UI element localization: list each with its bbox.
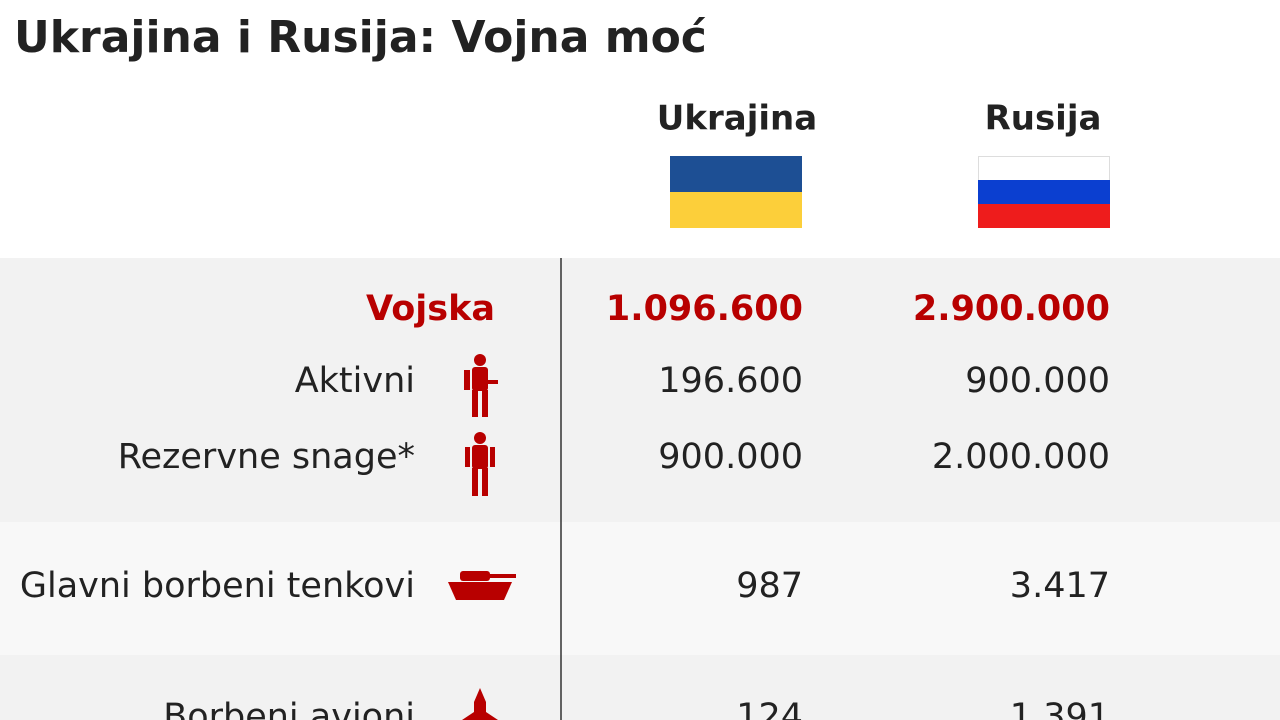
row-value: 987: [736, 566, 803, 606]
band: [0, 655, 1280, 720]
row-value: 124: [736, 697, 803, 720]
flag-ukraine: [670, 156, 802, 228]
row-value: 900.000: [658, 437, 803, 477]
row-label: Glavni borbeni tenkovi: [20, 566, 415, 606]
row-value: 900.000: [965, 361, 1110, 401]
row-value: 1.391: [1010, 697, 1110, 720]
row-label: Aktivni: [295, 361, 415, 401]
band: [0, 522, 1280, 655]
row-label: Vojska: [366, 289, 495, 329]
column-header: Rusija: [985, 99, 1102, 139]
icon-person: [465, 432, 495, 496]
row-value: 3.417: [1010, 566, 1110, 606]
row-value: 1.096.600: [606, 289, 803, 329]
row-value: 2.900.000: [913, 289, 1110, 329]
band: [0, 258, 1280, 522]
row-value: 2.000.000: [932, 437, 1110, 477]
row-value: 196.600: [658, 361, 803, 401]
row-label: Rezervne snage*: [118, 437, 415, 477]
flag-russia: [978, 156, 1110, 228]
column-header: Ukrajina: [657, 99, 817, 139]
title: Ukrajina i Rusija: Vojna moć: [14, 12, 707, 63]
row-label: Borbeni avioni: [163, 697, 415, 720]
icon-plane: [462, 688, 498, 720]
icon-soldier: [464, 354, 498, 417]
rows: Vojska 1.096.600 2.900.000 Aktivni 196.600 90…: [20, 289, 1110, 720]
icon-tank: [448, 571, 516, 600]
